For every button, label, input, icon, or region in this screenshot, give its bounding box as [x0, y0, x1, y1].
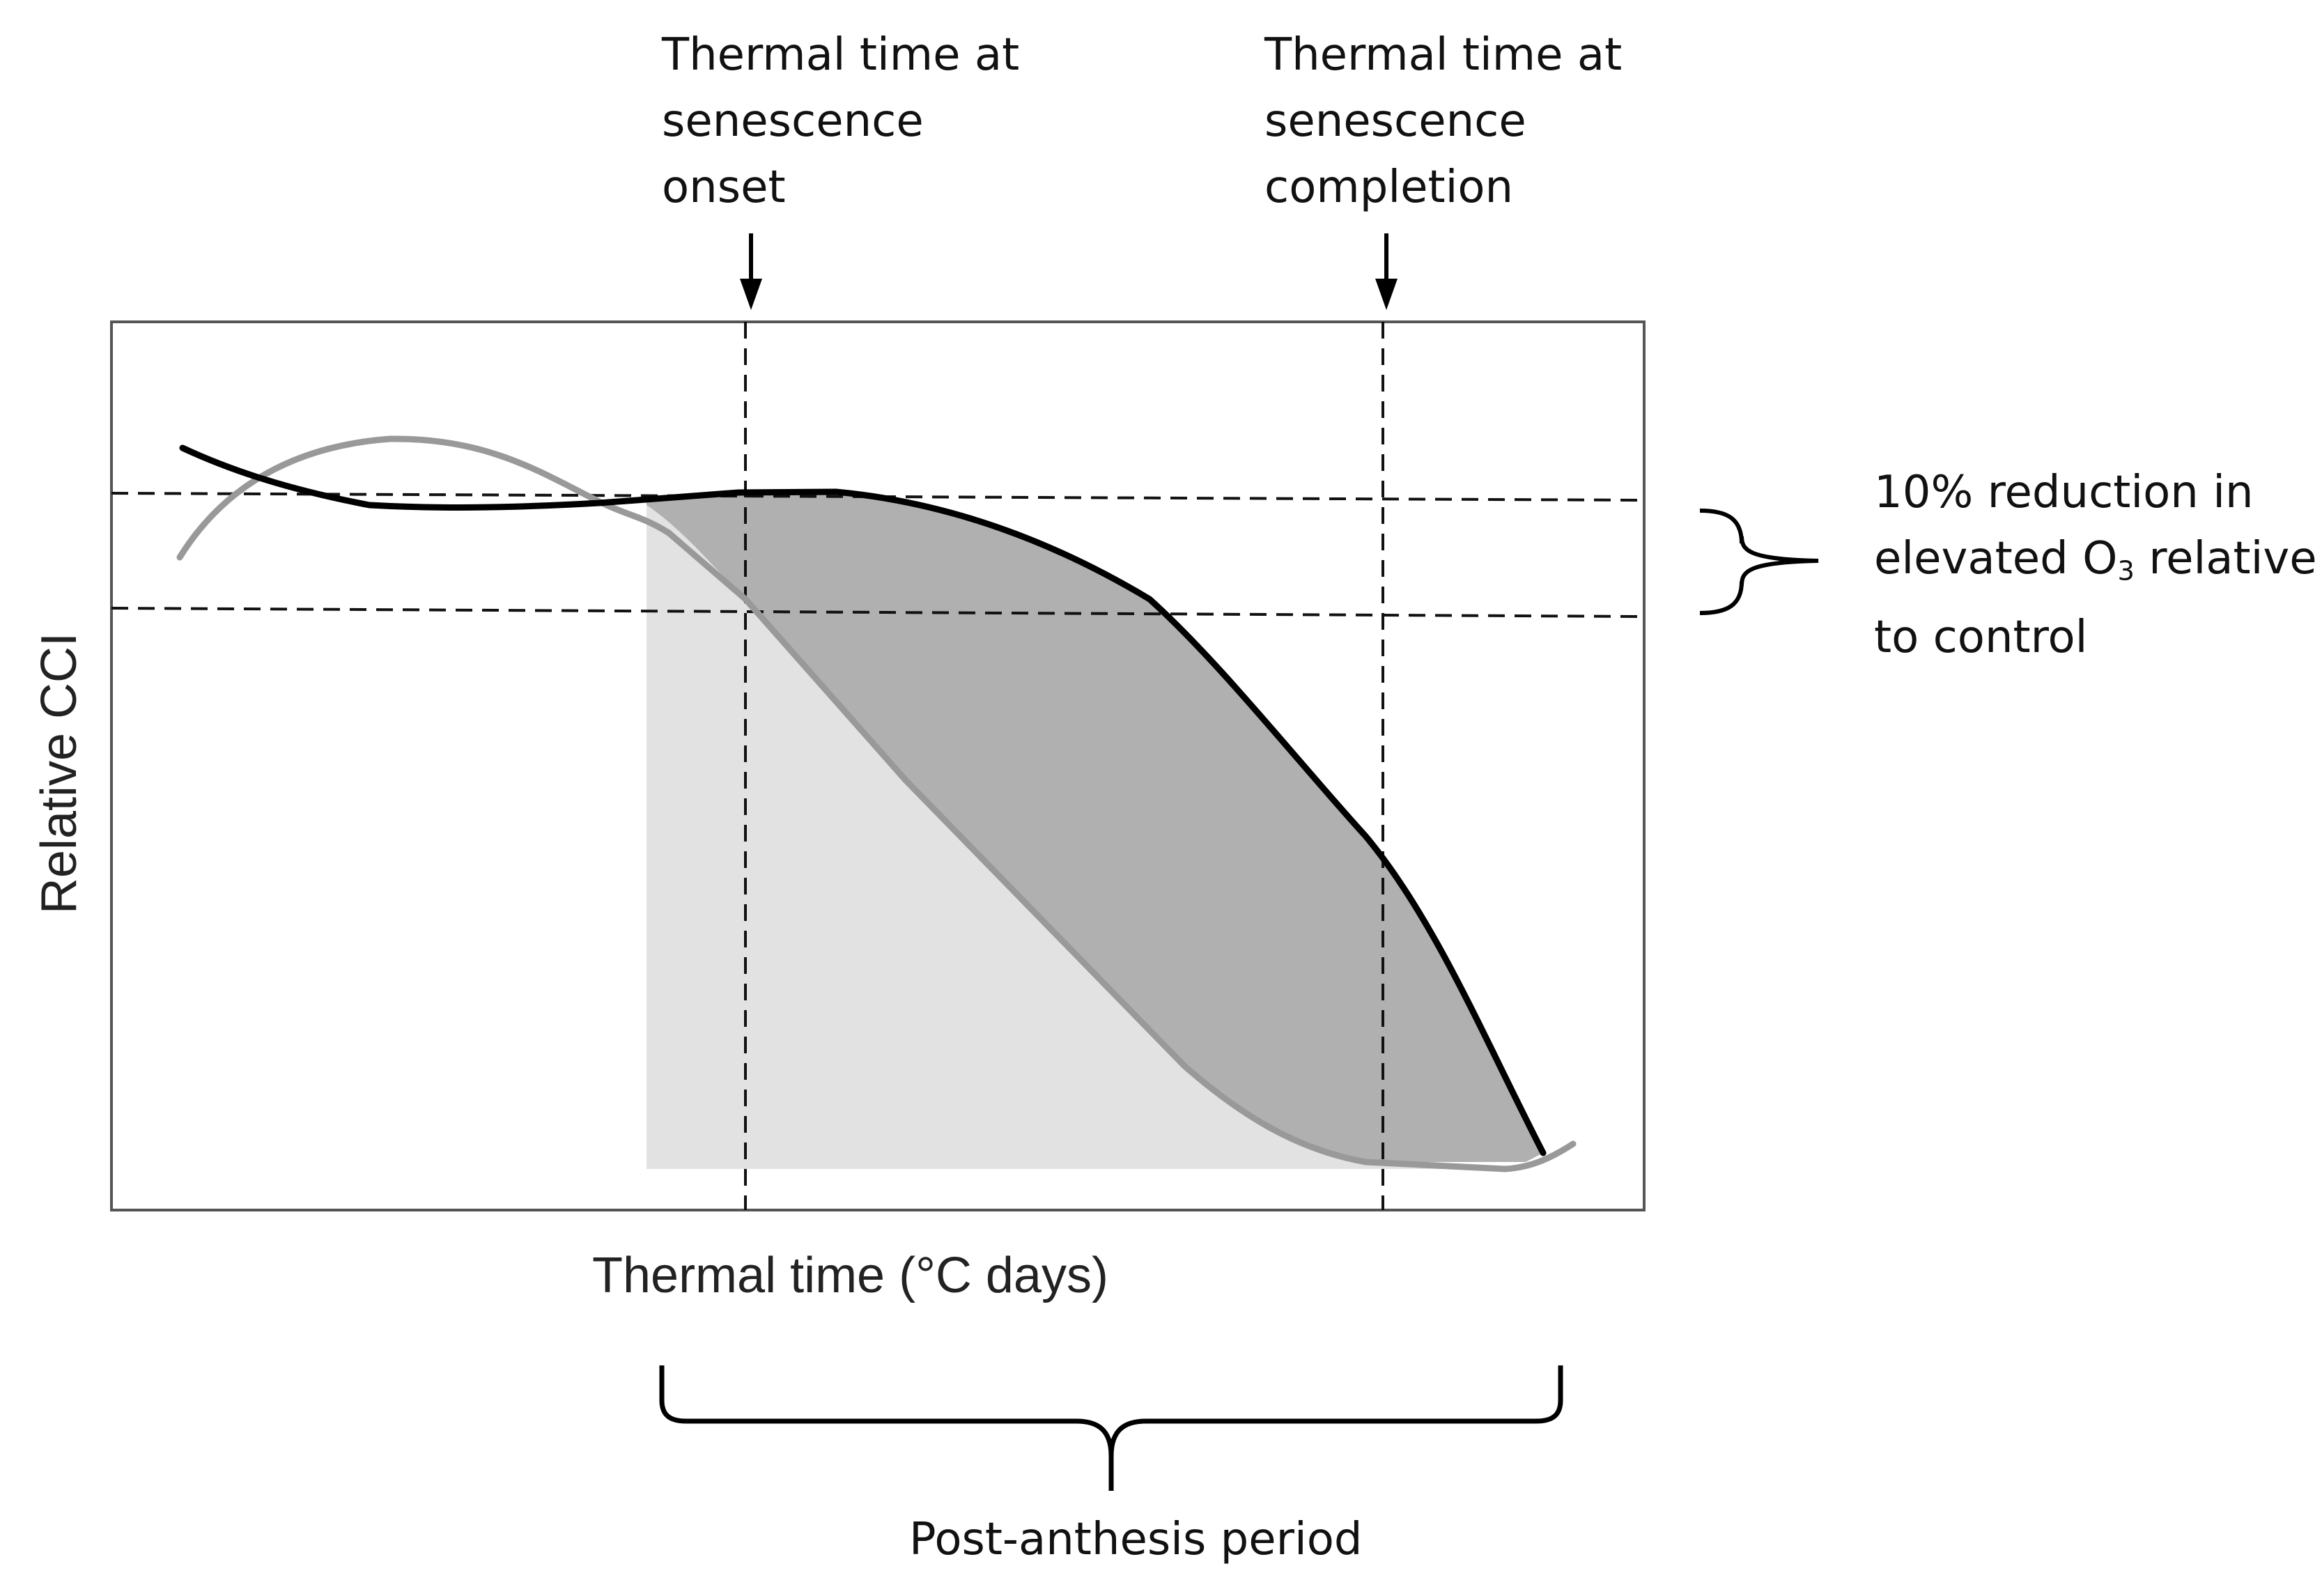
reduction-bracket — [1699, 509, 1819, 615]
upper-dashed-line — [111, 492, 1645, 502]
plot-frame — [110, 320, 1646, 1211]
y-axis-label: Relative CCI — [31, 632, 87, 915]
lower-dashed-line — [111, 607, 1645, 618]
reduction-label: 10% reduction in elevated O3 relative to… — [1874, 460, 2317, 671]
completion-arrow — [1375, 233, 1398, 310]
control-curve — [179, 444, 1547, 1156]
light-shaded-area — [647, 505, 1533, 1169]
completion-label: Thermal time at senescence completion — [1264, 29, 1623, 213]
elevated-o3-curve — [176, 435, 1577, 1172]
reduction-label-prefix: 10% reduction in elevated O — [1874, 467, 2254, 584]
post-anthesis-label: Post-anthesis period — [909, 1514, 1363, 1565]
reduction-label-suffix: relative to control — [1874, 533, 2317, 663]
onset-label: Thermal time at senescence onset — [662, 29, 1020, 213]
x-axis-label: Thermal time (°C days) — [592, 1248, 1108, 1303]
onset-arrow — [740, 233, 762, 310]
dark-shaded-area — [647, 492, 1543, 1162]
reduction-label-subscript: 3 — [2117, 555, 2135, 587]
post-anthesis-brace — [659, 1365, 1563, 1491]
